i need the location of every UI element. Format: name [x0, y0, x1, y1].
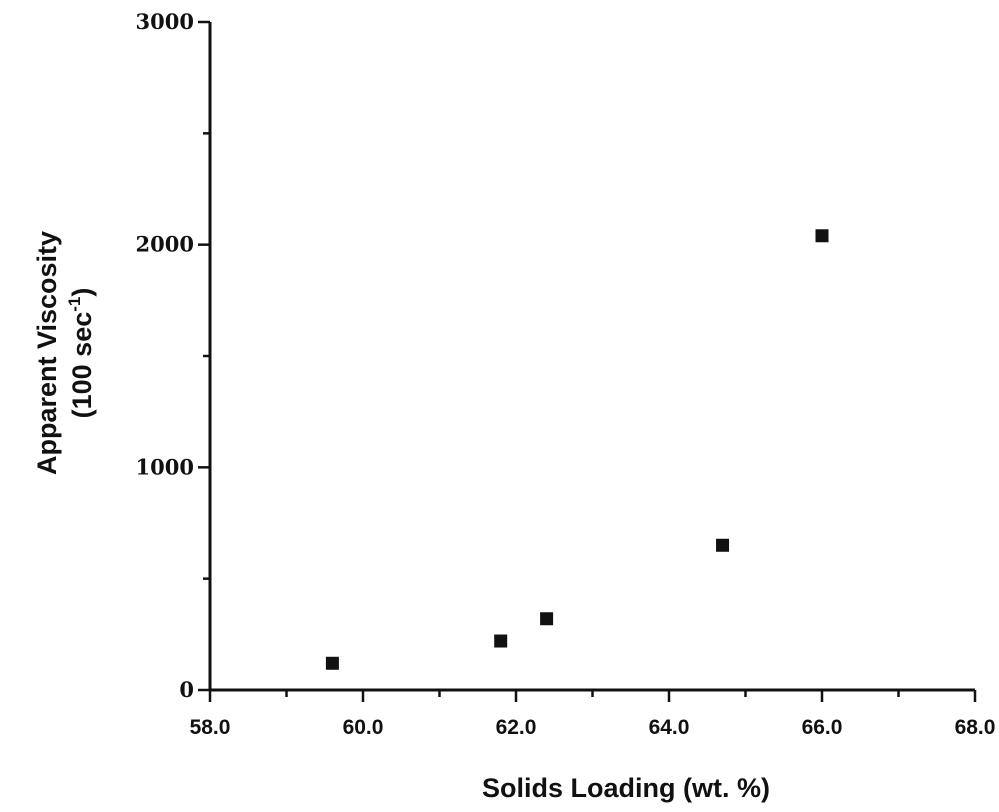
y-axis-units-prefix: (100 sec: [67, 312, 97, 419]
y-axis-units-suffix: ): [67, 288, 97, 297]
data-point: [540, 612, 554, 626]
data-point: [494, 634, 508, 648]
data-point: [815, 229, 829, 243]
y-tick-label: 2000: [136, 232, 194, 257]
y-axis-title-line2: (100 sec-1): [65, 288, 97, 419]
y-axis-title-units: (100 sec-1): [65, 288, 97, 419]
y-tick-label: 1000: [136, 454, 194, 479]
y-axis-units-exponent: -1: [65, 297, 84, 312]
x-tick-label: 66.0: [802, 716, 843, 739]
data-point: [325, 656, 339, 670]
y-tick-label: 0: [179, 677, 194, 702]
x-tick-label: 68.0: [955, 716, 996, 739]
axes: [208, 22, 975, 692]
ticks: [198, 20, 977, 702]
y-axis-title-line1: Apparent Viscosity: [32, 231, 62, 475]
x-tick-label: 60.0: [343, 716, 384, 739]
x-axis-title: Solids Loading (wt. %): [482, 773, 770, 803]
data-points: [325, 229, 829, 670]
y-tick-label: 3000: [136, 9, 194, 34]
data-point: [716, 538, 730, 552]
tick-labels: 58.0 60.0 62.0 64.0 66.0 68.0 0 1000 2000 3000: [136, 9, 996, 739]
y-axis-title: Apparent Viscosity: [32, 231, 62, 475]
x-tick-label: 62.0: [496, 716, 537, 739]
x-tick-label: 58.0: [190, 716, 231, 739]
x-tick-label: 64.0: [649, 716, 690, 739]
